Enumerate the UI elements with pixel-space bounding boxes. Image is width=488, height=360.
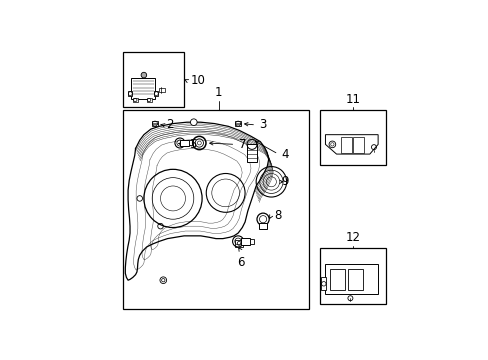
Bar bbox=[133, 98, 138, 102]
Text: 7: 7 bbox=[238, 138, 245, 151]
Bar bbox=[146, 98, 151, 102]
Bar bbox=[246, 144, 257, 162]
Bar bbox=[128, 91, 132, 96]
Bar bbox=[152, 121, 158, 126]
Text: 9: 9 bbox=[281, 175, 288, 188]
Circle shape bbox=[141, 72, 146, 78]
Bar bbox=[352, 138, 364, 153]
Text: 8: 8 bbox=[274, 208, 282, 221]
Circle shape bbox=[190, 119, 197, 126]
Text: 6: 6 bbox=[237, 256, 244, 269]
Bar bbox=[159, 87, 164, 92]
Bar bbox=[347, 269, 362, 290]
Bar bbox=[325, 264, 377, 294]
Text: 11: 11 bbox=[345, 93, 360, 105]
Bar bbox=[241, 238, 249, 245]
Polygon shape bbox=[325, 135, 377, 154]
Bar bbox=[123, 51, 183, 107]
Text: 2: 2 bbox=[166, 118, 174, 131]
Bar bbox=[154, 91, 158, 96]
Bar bbox=[319, 248, 386, 304]
Text: 10: 10 bbox=[190, 74, 204, 87]
Bar bbox=[321, 278, 325, 290]
Text: 5: 5 bbox=[188, 138, 196, 151]
Text: 3: 3 bbox=[259, 118, 266, 131]
Bar bbox=[189, 140, 193, 145]
Bar bbox=[235, 121, 241, 126]
Text: 1: 1 bbox=[215, 86, 222, 99]
Bar bbox=[319, 110, 386, 165]
Bar bbox=[131, 78, 155, 99]
Bar bbox=[235, 240, 243, 247]
Bar bbox=[340, 138, 351, 153]
Text: 4: 4 bbox=[281, 148, 288, 161]
Bar bbox=[329, 269, 344, 290]
Text: 12: 12 bbox=[345, 231, 360, 244]
Bar bbox=[249, 239, 253, 244]
Bar bbox=[123, 110, 308, 309]
Bar bbox=[180, 140, 189, 146]
Bar bbox=[259, 223, 267, 229]
